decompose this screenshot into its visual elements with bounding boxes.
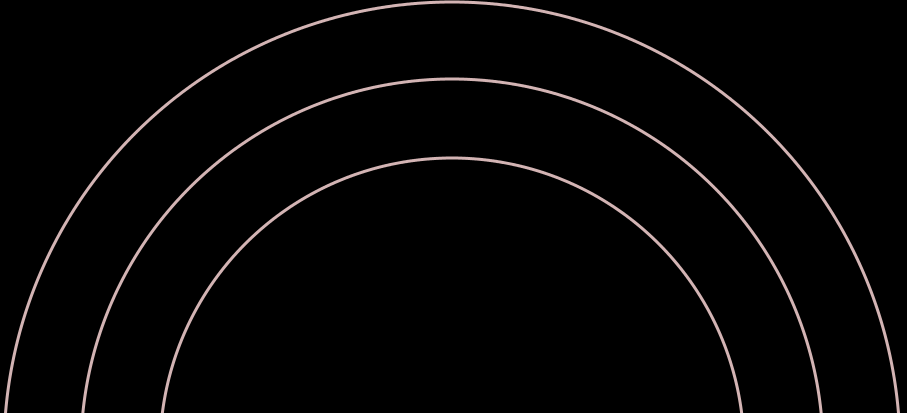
arc-group — [4, 0, 900, 413]
inner-arc — [160, 156, 744, 413]
middle-arc — [81, 77, 823, 413]
outer-arc — [4, 0, 900, 413]
